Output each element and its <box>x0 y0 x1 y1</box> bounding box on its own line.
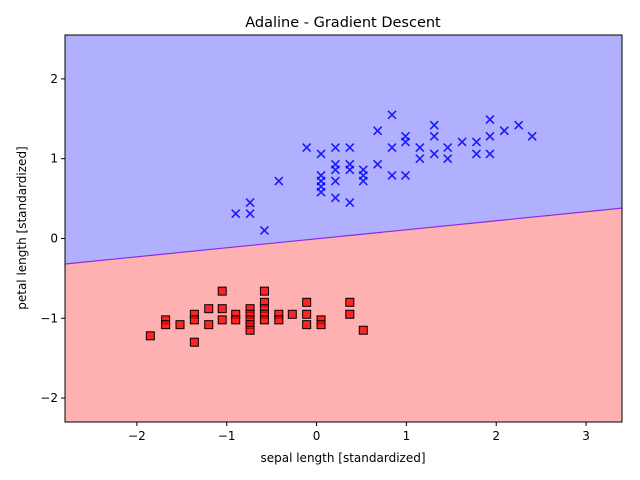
point-x <box>415 142 425 153</box>
point-x <box>400 137 411 147</box>
decision-boundary-line <box>65 207 622 265</box>
point-x <box>274 176 284 186</box>
point-x <box>345 165 355 175</box>
point-x <box>387 110 397 120</box>
x-axis-label: sepal length [standardized] <box>260 451 425 465</box>
point-square <box>259 315 269 325</box>
point-square <box>302 297 312 307</box>
y-axis-ticks: −2 −1 0 1 2 <box>40 72 65 405</box>
point-x <box>345 198 355 208</box>
point-square <box>316 320 326 330</box>
point-square <box>161 320 171 330</box>
x-tick-label: 2 <box>492 429 500 443</box>
data-points <box>145 110 537 347</box>
point-square <box>287 309 297 319</box>
point-x <box>443 142 453 153</box>
plot-frame <box>64 34 623 423</box>
point-x <box>443 154 453 164</box>
point-square <box>302 309 312 319</box>
point-x <box>245 209 255 219</box>
point-square <box>345 297 355 307</box>
point-x <box>330 165 340 175</box>
point-x <box>387 142 397 153</box>
point-x <box>457 137 467 147</box>
point-square <box>175 320 185 330</box>
point-square <box>217 315 227 325</box>
y-tick-label: −1 <box>40 311 58 325</box>
x-tick-label: −2 <box>128 429 146 443</box>
point-square <box>217 286 227 296</box>
point-x <box>316 187 326 197</box>
point-x <box>245 198 255 208</box>
point-x <box>302 142 312 153</box>
point-x <box>485 115 495 125</box>
point-square <box>274 315 284 325</box>
point-x <box>231 209 241 219</box>
point-x <box>330 176 340 186</box>
point-x <box>316 149 326 159</box>
plot-area <box>65 35 622 422</box>
x-tick-label: −1 <box>218 429 236 443</box>
point-x <box>358 176 368 186</box>
point-x <box>429 120 439 130</box>
point-square <box>345 309 355 319</box>
point-x <box>373 126 383 136</box>
y-tick-label: 1 <box>50 152 58 166</box>
point-x <box>429 131 439 141</box>
y-tick-label: 2 <box>50 72 58 86</box>
x-tick-label: 0 <box>313 429 321 443</box>
point-x <box>429 149 439 159</box>
point-x <box>345 142 355 153</box>
x-tick-label: 1 <box>403 429 411 443</box>
point-x <box>373 159 383 169</box>
x-tick-label: 3 <box>582 429 590 443</box>
point-x <box>330 142 340 153</box>
point-x <box>471 137 482 147</box>
point-square <box>189 315 199 325</box>
decision-region-upper <box>65 35 622 265</box>
x-axis-ticks: −2 −1 0 1 2 3 <box>128 422 590 443</box>
point-square <box>231 315 241 325</box>
point-square <box>259 286 269 296</box>
point-x <box>527 131 537 141</box>
point-square <box>358 325 368 335</box>
point-x <box>499 126 509 136</box>
decision-region-lower <box>65 208 622 422</box>
point-square <box>204 304 214 314</box>
point-square <box>189 337 199 347</box>
y-axis-label: petal length [standardized] <box>15 146 29 310</box>
point-square <box>302 320 312 330</box>
point-square <box>145 331 155 341</box>
point-square <box>204 320 214 330</box>
point-square <box>245 325 255 335</box>
point-x <box>400 170 411 181</box>
point-x <box>471 149 482 159</box>
y-tick-label: 0 <box>50 231 58 245</box>
point-square <box>217 304 227 314</box>
chart-title: Adaline - Gradient Descent <box>245 15 441 31</box>
point-x <box>259 225 270 236</box>
y-tick-label: −2 <box>40 391 58 405</box>
point-x <box>415 154 425 164</box>
point-x <box>485 131 495 141</box>
point-x <box>330 193 340 203</box>
point-x <box>485 149 495 159</box>
point-x <box>387 170 397 181</box>
point-x <box>514 120 524 130</box>
